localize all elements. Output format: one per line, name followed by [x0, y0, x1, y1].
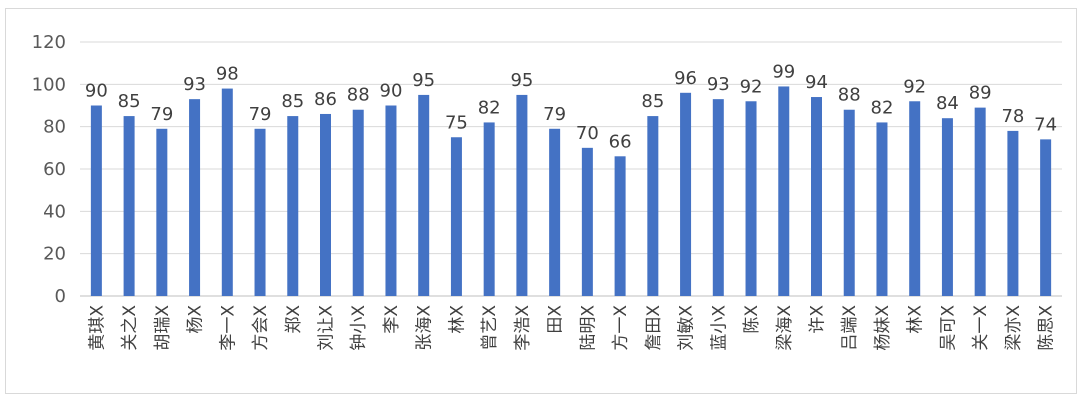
bar — [254, 128, 266, 296]
data-label: 85 — [641, 91, 664, 112]
bar — [1040, 139, 1052, 296]
data-label: 82 — [871, 97, 894, 118]
bar — [745, 101, 757, 297]
data-label: 90 — [380, 81, 403, 102]
bar — [221, 88, 233, 296]
data-label: 89 — [969, 83, 992, 104]
bar — [352, 109, 364, 296]
x-tick-label: 田X — [546, 305, 566, 334]
x-tick-label: 胡瑞X — [153, 305, 173, 351]
x-tick-label: 梁亦X — [1004, 305, 1024, 351]
bar — [974, 107, 986, 296]
x-tick-label: 郑X — [284, 305, 304, 334]
x-tick-label: 杨妹X — [873, 305, 893, 351]
bar — [778, 86, 790, 296]
data-label: 86 — [314, 89, 337, 110]
data-label: 93 — [707, 74, 730, 95]
data-label: 79 — [543, 104, 566, 125]
x-tick-label: 林X — [906, 305, 926, 334]
y-tick-label: 60 — [43, 159, 66, 180]
bar — [1007, 130, 1019, 296]
bar — [450, 137, 462, 296]
bar — [90, 105, 102, 296]
data-label: 93 — [183, 74, 206, 95]
x-tick-label: 李一X — [218, 305, 238, 351]
bar — [516, 94, 528, 297]
data-label: 95 — [412, 70, 435, 91]
x-tick-label: 李浩X — [513, 305, 533, 351]
y-tick-label: 120 — [32, 32, 66, 53]
bar — [712, 99, 724, 297]
bar — [320, 113, 331, 296]
data-label: 90 — [85, 81, 108, 102]
bar — [680, 92, 692, 296]
data-label: 92 — [740, 76, 763, 97]
bar — [581, 147, 593, 296]
x-tick-label: 刘让X — [317, 305, 337, 351]
bar — [385, 105, 397, 296]
x-tick-label: 方会X — [251, 305, 271, 351]
x-tick-label: 詹田X — [644, 305, 664, 351]
y-tick-label: 80 — [43, 117, 66, 138]
x-tick-label: 关一X — [971, 305, 991, 351]
data-label: 94 — [805, 72, 828, 93]
data-label: 98 — [216, 64, 239, 85]
x-tick-label: 蓝小X — [709, 305, 729, 351]
data-label: 95 — [510, 70, 533, 91]
bar — [843, 109, 855, 296]
bar — [614, 156, 626, 296]
x-tick-label: 李X — [382, 305, 402, 334]
bar — [647, 116, 659, 296]
x-tick-label: 黄琪X — [87, 305, 107, 351]
data-label: 79 — [249, 104, 272, 125]
y-tick-label: 20 — [43, 244, 66, 265]
x-tick-label: 林X — [447, 305, 467, 334]
data-label: 88 — [347, 85, 370, 106]
data-label: 88 — [838, 85, 861, 106]
bar — [909, 101, 921, 297]
bar — [189, 99, 201, 297]
y-tick-label: 100 — [32, 74, 66, 95]
data-label: 78 — [1001, 106, 1024, 127]
bar — [876, 122, 888, 296]
data-label: 96 — [674, 68, 697, 89]
data-label: 85 — [281, 91, 304, 112]
bar — [941, 118, 953, 296]
bar — [156, 128, 168, 296]
data-label: 84 — [936, 93, 959, 114]
x-tick-label: 陈X — [742, 305, 762, 334]
data-label: 82 — [478, 97, 501, 118]
data-label: 66 — [609, 131, 632, 152]
x-tick-label: 关之X — [120, 305, 140, 351]
data-label: 74 — [1034, 114, 1057, 135]
x-tick-label: 梁海X — [775, 305, 795, 351]
x-tick-label: 杨X — [186, 305, 206, 334]
chart-frame — [5, 8, 1077, 394]
x-tick-label: 吴可X — [938, 305, 958, 351]
bar — [123, 116, 135, 296]
data-label: 70 — [576, 123, 599, 144]
x-tick-label: 曾艺X — [480, 305, 500, 351]
data-label: 85 — [118, 91, 141, 112]
x-tick-label: 刘敏X — [677, 305, 697, 351]
bar — [811, 97, 822, 297]
bar — [549, 128, 561, 296]
x-tick-label: 方一X — [611, 305, 631, 351]
bar — [287, 116, 299, 296]
y-tick-label: 0 — [55, 286, 66, 307]
bar — [483, 122, 495, 296]
x-tick-label: 吕端X — [840, 305, 860, 351]
x-tick-label: 陆明X — [578, 305, 598, 351]
data-label: 75 — [445, 112, 468, 133]
data-label: 92 — [903, 76, 926, 97]
data-label: 99 — [772, 61, 795, 82]
bar — [418, 94, 430, 297]
x-tick-label: 钟小X — [349, 305, 369, 351]
x-tick-label: 陈思X — [1037, 305, 1057, 351]
x-tick-label: 许X — [808, 305, 828, 334]
data-label: 79 — [150, 104, 173, 125]
y-tick-label: 40 — [43, 201, 66, 222]
x-tick-label: 张海X — [415, 305, 435, 351]
